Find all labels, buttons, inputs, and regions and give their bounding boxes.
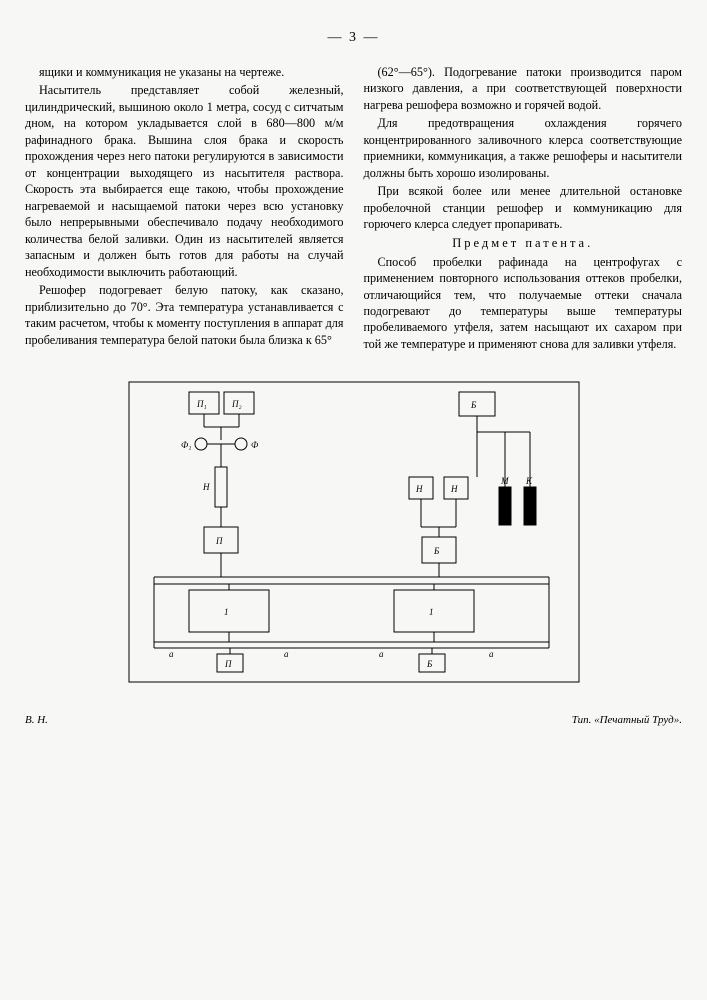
label-p2: П₂	[231, 399, 242, 409]
left-column: ящики и коммуникация не указаны на черте…	[25, 64, 344, 354]
label-f1: Ф₁	[181, 440, 191, 450]
left-p2: Насытитель представляет собой железный, …	[25, 82, 344, 280]
right-p2: Для предотвращения охлаждения горячего к…	[364, 115, 683, 181]
label-k: K	[525, 476, 533, 486]
label-bot-b: Б	[426, 659, 433, 669]
left-p1: ящики и коммуникация не указаны на черте…	[25, 64, 344, 80]
text-columns: ящики и коммуникация не указаны на черте…	[25, 64, 682, 354]
footer-left: В. Н.	[25, 714, 48, 726]
subject-heading: Предмет патента.	[364, 235, 683, 252]
right-p3: При всякой более или менее длительной ос…	[364, 183, 683, 232]
footer: В. Н. Тип. «Печатный Труд».	[25, 714, 682, 726]
right-p1: (62°—65°). Подогревание патоки производи…	[364, 64, 683, 113]
label-k2: H	[450, 484, 458, 494]
label-h2: H	[415, 484, 423, 494]
label-b-mid: Б	[433, 546, 440, 556]
label-a1: а	[169, 649, 174, 659]
left-p3: Решофер подогревает белую патоку, как ск…	[25, 282, 344, 348]
label-p-mid: П	[215, 536, 223, 546]
label-p1: П₁	[196, 399, 207, 409]
label-big-right: 1	[429, 607, 434, 617]
label-a4: а	[489, 649, 494, 659]
process-diagram: П₁ П₂ Б Ф₁ Ф H H	[119, 372, 589, 692]
page-number: — 3 —	[25, 30, 682, 46]
label-h: H	[202, 482, 210, 492]
footer-right: Тип. «Печатный Труд».	[572, 714, 682, 726]
label-f2: Ф	[251, 440, 259, 450]
label-b-top: Б	[470, 400, 477, 410]
label-a2: а	[284, 649, 289, 659]
right-column: (62°—65°). Подогревание патоки производи…	[364, 64, 683, 354]
label-big-left: 1	[224, 607, 229, 617]
right-p4: Способ пробелки рафинада на центрофугах …	[364, 254, 683, 353]
diagram-container: П₁ П₂ Б Ф₁ Ф H H	[25, 372, 682, 692]
label-bot-p: П	[224, 659, 232, 669]
label-a3: а	[379, 649, 384, 659]
